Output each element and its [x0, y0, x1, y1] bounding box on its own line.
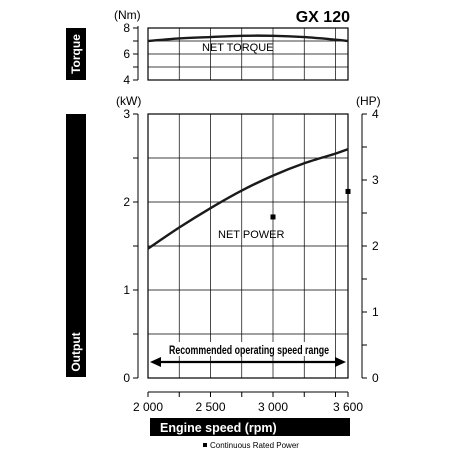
torque-tick-label: 6 — [123, 47, 130, 61]
hp-tick-label: 2 — [372, 239, 379, 253]
range-arrow-right — [335, 357, 346, 367]
x-axis-label: Engine speed (rpm) — [160, 421, 277, 435]
xlabel-bar — [150, 418, 350, 436]
continuous-rated-power-marker — [270, 214, 276, 220]
x-tick-label: 2 500 — [195, 400, 225, 414]
net-torque-line — [147, 34, 349, 43]
kw-tick-label: 2 — [123, 195, 130, 209]
power-plot-frame — [147, 113, 349, 379]
torque-band — [66, 28, 86, 80]
power-unit-left: (kW) — [116, 94, 141, 108]
net-torque-label: NET TORQUE — [202, 42, 274, 54]
torque-tick-label: 8 — [123, 21, 130, 35]
axes: 8 6 4 3 2 1 0 4 3 2 1 0 2 000 2 500 3 000 3 600 — [123, 21, 379, 414]
hp-tick-label: 1 — [372, 305, 379, 319]
torque-plot-frame — [147, 27, 349, 81]
range-label-bg — [168, 342, 330, 356]
x-tick-label: 2 000 — [133, 400, 163, 414]
range-label: Recommended operating speed range — [169, 345, 329, 357]
torque-tick-label: 4 — [123, 73, 130, 87]
x-tick-label: 3 600 — [333, 400, 363, 414]
net-power-label: NET POWER — [218, 229, 284, 241]
kw-tick-label: 0 — [123, 371, 130, 385]
kw-tick-label: 1 — [123, 283, 130, 297]
legend-text: Continuous Rated Power — [210, 441, 299, 450]
hp-tick-label: 0 — [372, 371, 379, 385]
x-tick-label: 3 000 — [258, 400, 288, 414]
torque-band-label: Torque — [69, 34, 83, 74]
hp-tick-label: 3 — [372, 173, 379, 187]
hp-tick-label: 4 — [372, 107, 379, 121]
output-band — [66, 114, 86, 377]
output-band-label: Output — [69, 332, 83, 371]
kw-tick-label: 3 — [123, 107, 130, 121]
legend-marker — [203, 443, 207, 447]
chart-title: GX 120 — [296, 9, 350, 26]
range-arrow-left — [150, 357, 161, 367]
net-power-line — [147, 148, 349, 250]
markers — [270, 188, 351, 220]
grid — [148, 28, 348, 378]
continuous-rated-power-marker — [345, 188, 351, 194]
torque-unit: (Nm) — [114, 8, 141, 22]
power-unit-right: (HP) — [356, 94, 381, 108]
